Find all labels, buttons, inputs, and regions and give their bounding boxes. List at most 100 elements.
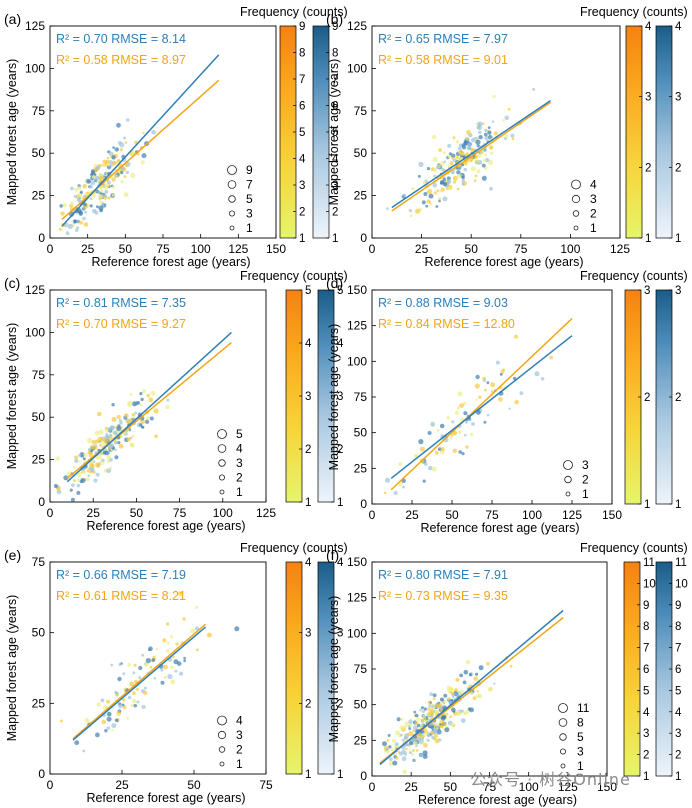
scatter-point <box>432 697 436 701</box>
scatter-point <box>401 738 405 742</box>
scatter-point <box>131 434 135 438</box>
scatter-point <box>162 638 167 643</box>
scatter-point <box>420 706 424 710</box>
size-legend-label: 2 <box>236 743 243 757</box>
size-legend-marker <box>218 459 226 467</box>
scatter-point <box>489 186 493 191</box>
colorbar-blue-tick-label: 2 <box>332 207 338 219</box>
scatter-point <box>422 180 427 185</box>
panel-d: (d)0 25 50 75 100 125 1500255075100125150Refer… <box>326 269 688 535</box>
scatter-point <box>165 622 170 626</box>
x-tick-label: 25 <box>115 778 129 792</box>
scatter-point <box>395 730 400 736</box>
scatter-point <box>427 707 431 711</box>
scatter-point <box>422 750 428 756</box>
scatter-point <box>190 628 195 634</box>
colorbar-blue-tick-label: 10 <box>675 578 688 590</box>
x-tick-label: 100 <box>522 508 542 522</box>
scatter-point <box>183 659 187 663</box>
size-legend-marker <box>565 491 571 497</box>
scatter-point <box>99 443 102 447</box>
scatter-point <box>115 161 118 164</box>
scatter-point <box>117 713 121 716</box>
scatter-point <box>413 741 418 746</box>
scatter-point <box>126 717 130 720</box>
scatter-point <box>95 732 100 738</box>
panel-label: (e) <box>4 547 21 563</box>
x-tick-label: 25 <box>87 506 101 520</box>
scatter-point <box>477 693 483 699</box>
scatter-point <box>465 445 469 449</box>
x-tick-label: 50 <box>187 778 201 792</box>
fit-line-blue <box>61 54 220 227</box>
scatter-point <box>450 722 456 728</box>
scatter-point <box>449 437 453 440</box>
scatter-point <box>434 450 439 455</box>
scatter-point <box>465 421 468 424</box>
x-tick-label: 50 <box>130 506 144 520</box>
scatter-point <box>426 167 431 171</box>
scatter-point <box>76 483 81 488</box>
scatter-point <box>86 470 90 473</box>
scatter-point <box>398 461 403 466</box>
scatter-point <box>131 413 136 417</box>
colorbar-blue-tick-label: 3 <box>337 391 343 403</box>
scatter-point <box>145 416 150 421</box>
scatter-point <box>143 686 147 690</box>
size-legend-marker <box>560 763 566 769</box>
scatter-point <box>454 156 458 160</box>
scatter-point <box>451 157 454 160</box>
scatter-point <box>461 175 465 180</box>
size-legend-marker <box>217 444 227 453</box>
scatter-point <box>519 391 524 395</box>
scatter-point <box>127 695 132 700</box>
scatter-point <box>127 662 132 667</box>
scatter-point <box>78 460 81 463</box>
colorbar-orange-tick-label: 5 <box>299 127 305 139</box>
scatter-point <box>107 427 112 432</box>
scatter-point <box>435 727 439 730</box>
colorbar-orange-tick-label: 2 <box>645 162 651 174</box>
scatter-point <box>429 701 432 704</box>
scatter-point <box>475 398 478 401</box>
scatter-point <box>481 175 487 181</box>
colorbar-orange-tick-label: 2 <box>305 444 311 456</box>
scatter-point <box>119 421 123 425</box>
fit-line-blue <box>72 626 207 741</box>
scatter-point <box>476 125 480 130</box>
scatter-point <box>474 158 480 164</box>
scatter-point <box>92 208 97 214</box>
size-legend-label: 2 <box>236 471 243 485</box>
scatter-point <box>135 687 139 691</box>
size-legend-marker <box>229 225 235 231</box>
x-tick-label: 75 <box>173 506 187 520</box>
scatter-point <box>116 122 121 128</box>
scatter-point <box>420 733 424 736</box>
scatter-point <box>462 680 467 685</box>
scatter-point <box>119 142 125 148</box>
scatter-point <box>138 665 143 671</box>
scatter-point <box>482 376 486 381</box>
scatter-point <box>76 220 80 223</box>
scatter-point <box>469 707 474 713</box>
colorbar-blue-tick-label: 9 <box>675 600 681 612</box>
x-tick-label: 0 <box>369 242 376 256</box>
scatter-point <box>124 141 128 144</box>
scatter-point <box>432 134 437 140</box>
y-axis-label: Mapped forest age (years) <box>5 59 19 206</box>
scatter-point <box>103 438 109 444</box>
size-legend-label: 1 <box>590 221 597 235</box>
y-tick-label: 25 <box>354 461 368 475</box>
scatter-point <box>486 662 490 666</box>
y-tick-label: 0 <box>360 497 367 511</box>
scatter-point <box>390 748 394 752</box>
scatter-point <box>430 725 435 730</box>
y-tick-label: 75 <box>354 390 368 404</box>
colorbar-blue-tick-label: 1 <box>332 233 338 245</box>
scatter-point <box>461 452 465 456</box>
scatter-point <box>150 390 156 396</box>
scatter-point <box>435 166 439 169</box>
colorbar-blue-tick-label: 4 <box>332 154 339 166</box>
scatter-point <box>481 122 485 126</box>
scatter-point <box>486 413 490 417</box>
